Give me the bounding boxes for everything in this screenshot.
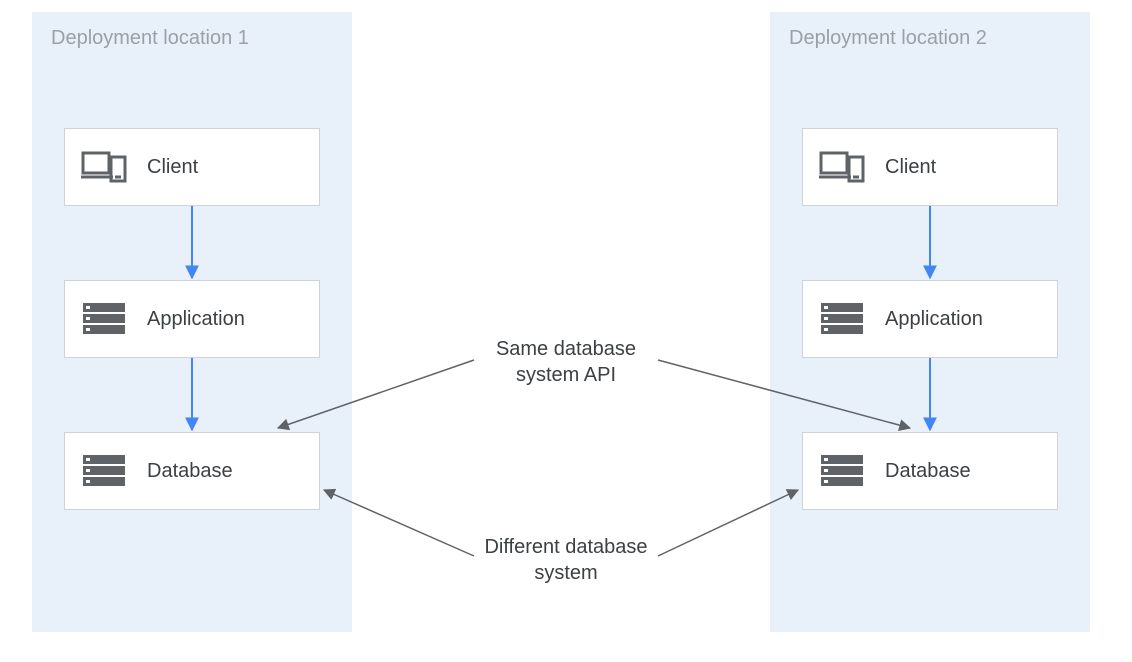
node-database-2-label: Database [885, 460, 971, 483]
node-application-2: Application [802, 280, 1058, 358]
node-database-2: Database [802, 432, 1058, 510]
node-client-1-label: Client [147, 156, 198, 179]
database-icon [81, 453, 127, 489]
node-application-1: Application [64, 280, 320, 358]
region-2-title: Deployment location 2 [789, 27, 987, 50]
annotation-same-api: Same database system API [476, 336, 656, 388]
node-application-1-label: Application [147, 308, 245, 331]
region-1-title: Deployment location 1 [51, 27, 249, 50]
node-client-2: Client [802, 128, 1058, 206]
devices-icon [819, 149, 865, 185]
node-client-1: Client [64, 128, 320, 206]
node-database-1: Database [64, 432, 320, 510]
annotation-different-db: Different database system [476, 534, 656, 586]
server-icon [819, 301, 865, 337]
database-icon [819, 453, 865, 489]
node-application-2-label: Application [885, 308, 983, 331]
node-database-1-label: Database [147, 460, 233, 483]
devices-icon [81, 149, 127, 185]
server-icon [81, 301, 127, 337]
node-client-2-label: Client [885, 156, 936, 179]
